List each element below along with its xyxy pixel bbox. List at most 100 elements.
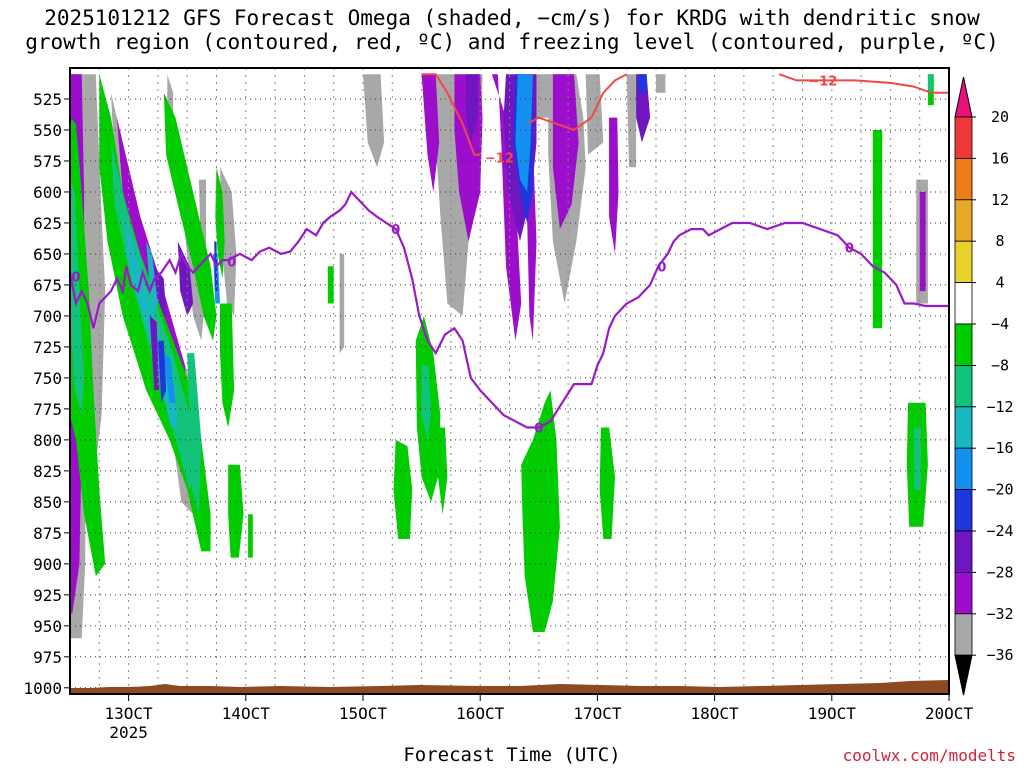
colorbar-label-4: 4 [995, 274, 1004, 292]
colorbar-swatch-6 [954, 364, 973, 408]
freezing-level-label-3: 0 [534, 421, 543, 436]
omega-region-34 [70, 117, 106, 577]
omega-region-11 [626, 74, 637, 168]
omega-region-21 [421, 74, 440, 192]
colorbar-bottom-arrow [954, 654, 973, 696]
colorbar-swatch-12 [954, 613, 973, 656]
snow-growth-label-0: −12 [485, 151, 514, 166]
colorbar-label-1: 16 [991, 149, 1009, 167]
omega-region-39 [228, 464, 244, 558]
y-tick-label-575: 575 [33, 152, 62, 171]
freezing-level-contour [70, 190, 949, 429]
colorbar-swatch-2 [954, 199, 973, 242]
y-tick-label-925: 925 [33, 586, 62, 605]
y-tick-label-700: 700 [33, 307, 62, 326]
x-tick-label-5: 18OCT [691, 704, 740, 723]
snow-growth-contour-1 [526, 73, 628, 132]
omega-region-6 [339, 253, 345, 354]
x-axis-label: Forecast Time (UTC) [403, 744, 621, 766]
y-tick-label-550: 550 [33, 121, 62, 140]
y-tick-label-900: 900 [33, 555, 62, 574]
colorbar-label-3: 8 [995, 232, 1004, 250]
omega-region-41 [393, 439, 413, 539]
ground-surface [70, 680, 949, 694]
x-tick-label-4: 17OCT [573, 704, 622, 723]
freezing-level-label-5: 0 [845, 242, 854, 257]
omega-region-32 [638, 74, 647, 93]
omega-region-46 [872, 130, 883, 329]
y-tick-label-950: 950 [33, 617, 62, 636]
y-axis: 525 550 575 600 625 650 675 700 725 750 775 800 825 8… [23, 90, 70, 698]
omega-region-22 [491, 74, 522, 341]
x-tick-label-1: 14OCT [222, 704, 271, 723]
y-tick-label-650: 650 [33, 245, 62, 264]
omega-region-24 [609, 117, 619, 254]
colorbar-top-arrow [954, 76, 973, 118]
omega-region-20 [552, 74, 579, 230]
x-tick-label-7: 20OCT [925, 704, 974, 723]
omega-region-45 [599, 427, 615, 539]
omega-region-59 [157, 340, 167, 403]
colorbar-label-0: 20 [991, 108, 1009, 126]
omega-region-57 [146, 241, 158, 316]
omega-region-38 [220, 303, 235, 428]
snow-growth-contour-0 [421, 73, 481, 156]
freezing-level-label-2: 0 [391, 223, 400, 238]
y-tick-label-1000: 1000 [23, 679, 62, 698]
omega-region-53 [421, 365, 431, 440]
omega-region-29 [177, 241, 194, 316]
colorbar-swatch-4 [954, 282, 973, 325]
omega-region-5 [220, 167, 237, 316]
y-tick-label-800: 800 [33, 431, 62, 450]
colorbar-swatch-3 [954, 240, 973, 283]
y-tick-label-775: 775 [33, 400, 62, 419]
x-tick-label-3: 16OCT [456, 704, 505, 723]
colorbar-swatch-0 [954, 116, 973, 159]
colorbar-label-8: −16 [986, 439, 1013, 457]
colorbar-label-7: −12 [986, 398, 1013, 416]
title-line-2: growth region (contoured, red, ºC) and f… [25, 30, 999, 54]
omega-shading [70, 74, 934, 639]
y-tick-label-600: 600 [33, 183, 62, 202]
omega-region-54 [913, 427, 921, 490]
y-tick-label-825: 825 [33, 462, 62, 481]
omega-region-62 [149, 315, 160, 391]
omega-region-9 [532, 74, 551, 118]
x-tick-sublabel-0: 2025 [109, 723, 148, 742]
omega-region-27 [466, 74, 478, 143]
y-tick-label-750: 750 [33, 369, 62, 388]
x-tick-label-0: 13OCT [105, 704, 154, 723]
title-line-1: 2025101212 GFS Forecast Omega (shaded, −… [44, 6, 980, 30]
colorbar-label-13: −36 [986, 646, 1013, 664]
y-tick-label-725: 725 [33, 338, 62, 357]
omega-region-16 [363, 74, 385, 168]
y-tick-label-875: 875 [33, 524, 62, 543]
omega-region-40 [248, 514, 253, 558]
y-tick-label-525: 525 [33, 90, 62, 109]
ground-fill [70, 680, 949, 694]
colorbar-swatch-5 [954, 323, 973, 366]
omega-region-50 [70, 179, 85, 416]
colorbar: 20 16 12 8 4 −4 −8 −12 −16 −20 −24 −28 −32 −36 [954, 76, 1014, 696]
x-tick-label-2: 15OCT [339, 704, 388, 723]
freezing-level-label-0: 0 [71, 270, 80, 285]
freezing-level-label-4: 0 [657, 260, 666, 275]
y-tick-label-975: 975 [33, 648, 62, 667]
y-tick-label-850: 850 [33, 493, 62, 512]
omega-region-58 [163, 353, 176, 403]
colorbar-label-9: −20 [986, 481, 1013, 499]
colorbar-swatch-8 [954, 447, 973, 491]
credit-link[interactable]: coolwx.com/modelts [842, 746, 1016, 765]
omega-region-44 [521, 390, 560, 632]
colorbar-swatch-10 [954, 530, 973, 573]
omega-region-43 [438, 427, 448, 515]
freezing-level-label-1: 0 [227, 255, 236, 270]
colorbar-label-6: −8 [991, 356, 1009, 374]
y-tick-label-625: 625 [33, 214, 62, 233]
omega-region-55 [927, 74, 933, 93]
omega-region-13 [656, 74, 666, 93]
colorbar-label-5: −4 [991, 315, 1009, 333]
contour-lines: −12 −12 0 0 0 0 0 0 [70, 73, 949, 436]
